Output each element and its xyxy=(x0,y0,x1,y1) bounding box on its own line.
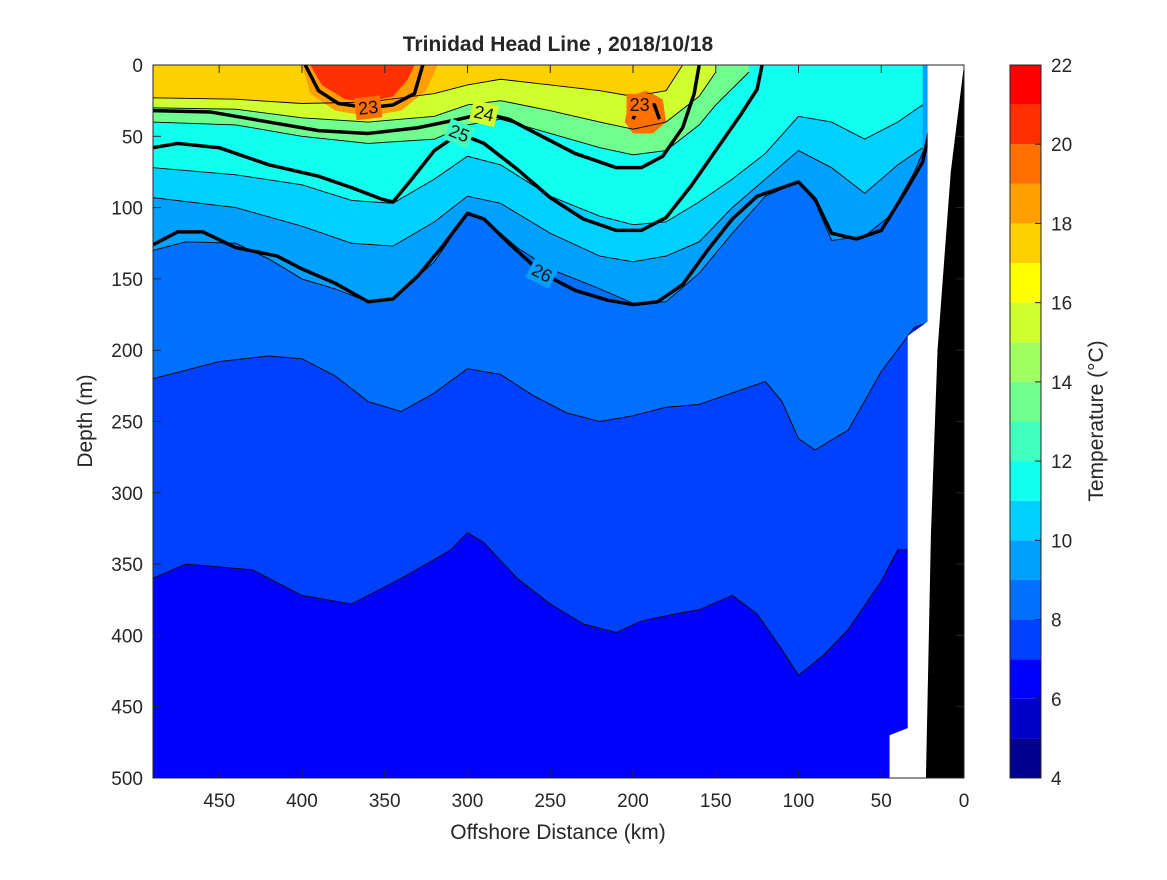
density-contour-label: 24 xyxy=(472,101,496,125)
y-tick-label: 500 xyxy=(111,769,143,790)
colorbar-swatch xyxy=(1010,342,1041,382)
colorbar-swatch xyxy=(1010,144,1041,184)
y-axis-ticks: 0 50 100 150 200 250 300 350 400 450 500 xyxy=(111,56,964,790)
land-wedge xyxy=(925,65,964,778)
colorbar-frame xyxy=(1009,64,1042,779)
colorbar-swatch xyxy=(1010,65,1041,105)
colorbar-tick-label: 20 xyxy=(1051,135,1072,156)
colorbar-swatch xyxy=(1010,698,1041,739)
x-tick-label: 100 xyxy=(783,791,815,812)
colorbar-swatch xyxy=(1010,540,1041,580)
density-label-bg xyxy=(468,99,500,128)
x-tick-label: 450 xyxy=(203,791,235,812)
x-tick-label: 400 xyxy=(286,791,318,812)
warm-core-patch xyxy=(310,65,415,103)
colorbar: 4 6 8 10 12 14 16 18 20 22 xyxy=(1009,56,1073,790)
y-tick-label: 100 xyxy=(111,199,143,220)
colorbar-swatch xyxy=(1010,738,1041,778)
colorbar-tick-label: 10 xyxy=(1051,531,1072,552)
density-label-bg xyxy=(626,93,653,116)
x-tick-label: 0 xyxy=(959,791,970,812)
x-axis-label: Offshore Distance (km) xyxy=(450,821,666,844)
density-contour-label: 23 xyxy=(357,97,379,119)
x-axis-ticks: 450 400 350 300 250 200 150 100 50 0 xyxy=(203,65,969,812)
no-data-strip xyxy=(889,65,964,778)
colorbar-swatch xyxy=(1010,263,1041,303)
colorbar-swatch xyxy=(1010,659,1041,699)
colorbar-tick-label: 22 xyxy=(1051,56,1072,77)
x-tick-label: 300 xyxy=(452,791,484,812)
density-label-bg xyxy=(353,95,383,121)
colorbar-swatch xyxy=(1010,579,1041,620)
y-tick-label: 0 xyxy=(132,56,143,77)
isotherm-lines xyxy=(153,65,932,676)
chart-title: Trinidad Head Line , 2018/10/18 xyxy=(403,33,714,56)
colorbar-swatch xyxy=(1010,223,1041,264)
colorbar-tick-label: 18 xyxy=(1051,214,1072,235)
x-tick-label: 200 xyxy=(617,791,649,812)
coast-land xyxy=(889,65,964,778)
colorbar-swatch xyxy=(1010,619,1041,660)
y-axis-label: Depth (m) xyxy=(74,374,97,467)
density-contour xyxy=(153,65,701,170)
y-tick-label: 150 xyxy=(111,270,143,291)
y-tick-label: 300 xyxy=(111,484,143,505)
isotherm-line xyxy=(153,104,923,226)
density-contour-label: 23 xyxy=(630,95,650,115)
colorbar-swatch xyxy=(1010,461,1041,501)
temperature-field xyxy=(153,65,964,778)
colorbar-tick-label: 16 xyxy=(1051,294,1072,315)
colorbar-swatch xyxy=(1010,183,1041,224)
isotherm-line xyxy=(153,147,923,263)
colorbar-tick-label: 6 xyxy=(1051,690,1062,711)
x-tick-label: 350 xyxy=(369,791,401,812)
isotherm-line xyxy=(153,71,717,130)
colorbar-swatch xyxy=(1010,302,1041,343)
y-tick-label: 250 xyxy=(111,413,143,434)
isotherm-line xyxy=(153,321,932,451)
colorbar-tick-label: 8 xyxy=(1051,611,1062,632)
x-tick-label: 50 xyxy=(871,791,892,812)
isotherm-line xyxy=(153,133,932,304)
colorbar-swatch xyxy=(1010,104,1041,145)
colorbar-swatch xyxy=(1010,421,1041,462)
colorbar-tick-label: 14 xyxy=(1051,373,1073,394)
density-contour xyxy=(153,65,764,233)
density-label-bg xyxy=(443,118,476,149)
colorbar-swatch xyxy=(1010,381,1041,422)
colorbar-swatch xyxy=(1010,500,1041,541)
x-tick-label: 150 xyxy=(700,791,732,812)
isotherm-line xyxy=(153,532,915,676)
colorbar-label: Temperature (°C) xyxy=(1085,340,1108,501)
y-tick-label: 200 xyxy=(111,341,143,362)
y-tick-label: 50 xyxy=(122,127,143,148)
x-tick-label: 250 xyxy=(534,791,566,812)
colorbar-tick-label: 12 xyxy=(1051,452,1072,473)
density-label-bg xyxy=(525,257,559,289)
density-contour xyxy=(153,124,933,307)
y-tick-label: 450 xyxy=(111,698,143,719)
y-tick-label: 400 xyxy=(111,626,143,647)
y-tick-label: 350 xyxy=(111,555,143,576)
colorbar-tick-label: 4 xyxy=(1051,769,1062,790)
